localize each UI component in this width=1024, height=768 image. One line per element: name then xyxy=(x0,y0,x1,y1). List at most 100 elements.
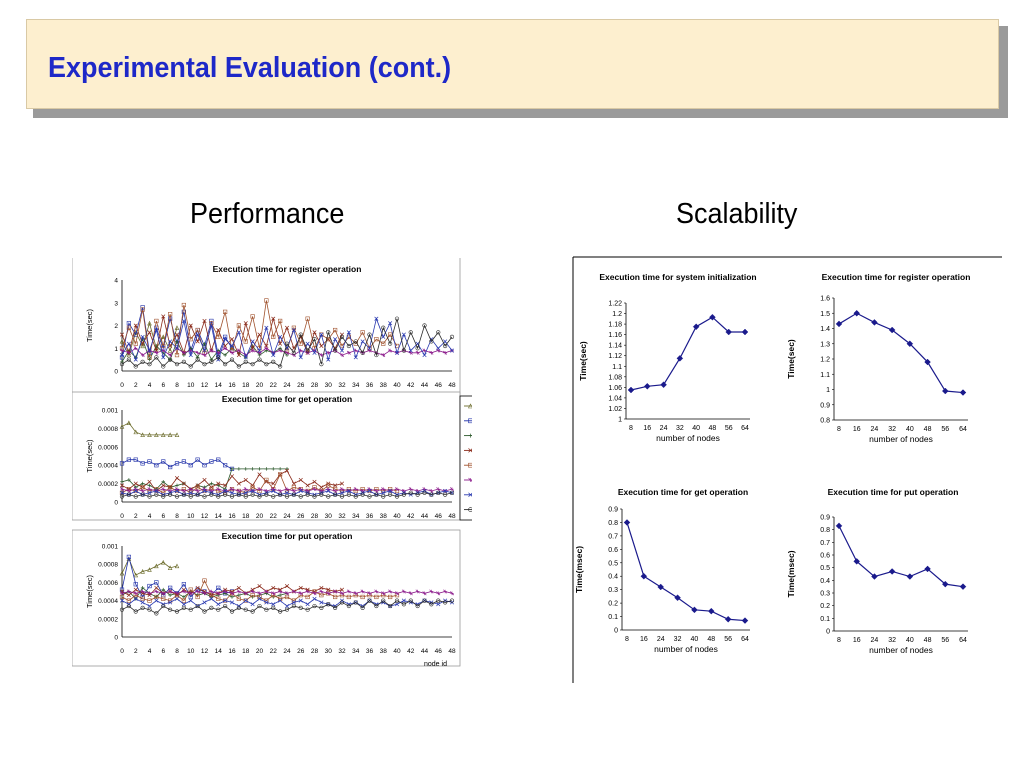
x-tick-label: 20 xyxy=(256,513,264,520)
data-point xyxy=(623,519,631,526)
data-point xyxy=(209,596,214,601)
x-tick-label: 42 xyxy=(407,513,415,520)
y-tick-label: 0.001 xyxy=(102,544,119,551)
x-tick-label: 2 xyxy=(134,513,138,520)
data-point xyxy=(312,337,317,342)
data-point xyxy=(422,591,427,596)
x-tick-label: 30 xyxy=(325,648,333,655)
data-point xyxy=(408,490,413,495)
data-point xyxy=(133,357,138,362)
data-point xyxy=(319,362,324,367)
data-point xyxy=(284,350,290,355)
data-point xyxy=(298,487,303,492)
y-axis-label: Time(sec) xyxy=(85,439,94,473)
y-tick-label: 0.8 xyxy=(608,520,618,527)
y-axis-label: Time(sec) xyxy=(85,574,94,608)
data-point xyxy=(140,334,145,339)
x-tick-label: 2 xyxy=(134,382,138,389)
x-tick-label: 32 xyxy=(888,637,896,644)
data-point xyxy=(319,589,324,594)
data-point xyxy=(360,589,365,594)
y-tick-label: 1.6 xyxy=(820,296,830,303)
x-tick-label: 48 xyxy=(448,382,456,389)
data-point xyxy=(126,325,131,330)
data-point xyxy=(319,485,324,490)
data-point xyxy=(243,490,248,495)
chart-title: Execution time for get operation xyxy=(222,394,352,404)
data-point xyxy=(202,494,207,499)
data-point xyxy=(312,330,317,335)
data-point xyxy=(209,481,214,486)
data-point xyxy=(243,359,248,364)
data-point xyxy=(154,563,159,569)
data-point xyxy=(264,589,269,594)
y-tick-label: 0.2 xyxy=(820,603,830,610)
y-axis-label: Time(msec) xyxy=(786,550,796,597)
data-point xyxy=(202,477,207,482)
data-point xyxy=(133,481,138,486)
x-tick-label: 30 xyxy=(325,382,333,389)
data-point xyxy=(250,314,255,319)
data-point xyxy=(161,355,166,360)
x-tick-label: 28 xyxy=(311,382,319,389)
data-point xyxy=(119,487,125,492)
data-point xyxy=(181,488,186,493)
series-16 xyxy=(119,457,235,471)
data-point xyxy=(284,468,290,473)
data-point xyxy=(188,337,193,342)
data-point xyxy=(119,591,125,596)
data-point xyxy=(339,494,345,499)
data-point xyxy=(174,591,180,596)
data-point xyxy=(374,594,379,600)
data-point xyxy=(188,594,193,600)
data-point xyxy=(229,591,235,596)
data-point xyxy=(188,490,193,495)
data-point xyxy=(333,488,338,493)
data-point xyxy=(202,463,207,468)
x-tick-label: 36 xyxy=(366,382,374,389)
data-point xyxy=(161,459,166,464)
data-point xyxy=(216,481,221,486)
data-point xyxy=(339,490,345,495)
data-point xyxy=(154,611,159,616)
data-point xyxy=(147,583,152,589)
data-point xyxy=(333,483,338,488)
x-tick-label: 34 xyxy=(352,513,360,520)
data-point xyxy=(209,492,214,497)
data-point xyxy=(147,320,152,326)
x-tick-label: 38 xyxy=(380,648,388,655)
data-point xyxy=(333,337,338,342)
series-line xyxy=(121,422,177,436)
data-point xyxy=(284,494,290,499)
data-point xyxy=(133,346,138,351)
data-point xyxy=(168,485,173,490)
data-point xyxy=(154,355,159,360)
x-tick-label: 10 xyxy=(187,513,195,520)
data-point xyxy=(133,364,138,369)
data-point xyxy=(223,337,228,342)
x-axis-label: number of nodes xyxy=(654,644,718,654)
data-point xyxy=(346,488,351,494)
x-tick-label: 4 xyxy=(148,513,152,520)
data-point xyxy=(298,591,303,596)
data-point xyxy=(223,598,228,603)
data-point xyxy=(305,594,310,600)
data-point xyxy=(298,585,303,590)
data-point xyxy=(243,487,248,492)
x-tick-label: 18 xyxy=(242,648,250,655)
data-point xyxy=(161,596,166,601)
x-tick-label: 36 xyxy=(366,513,374,520)
data-point xyxy=(174,352,180,358)
data-point xyxy=(278,472,283,477)
data-point xyxy=(202,609,207,614)
data-point xyxy=(243,598,248,603)
data-point xyxy=(408,598,413,603)
data-point xyxy=(381,490,386,495)
data-point xyxy=(443,600,448,605)
x-axis-label: number of nodes xyxy=(656,433,720,443)
data-point xyxy=(140,432,145,437)
data-point xyxy=(223,589,228,594)
data-point xyxy=(243,591,248,596)
data-point xyxy=(147,607,152,612)
data-point xyxy=(195,350,200,355)
